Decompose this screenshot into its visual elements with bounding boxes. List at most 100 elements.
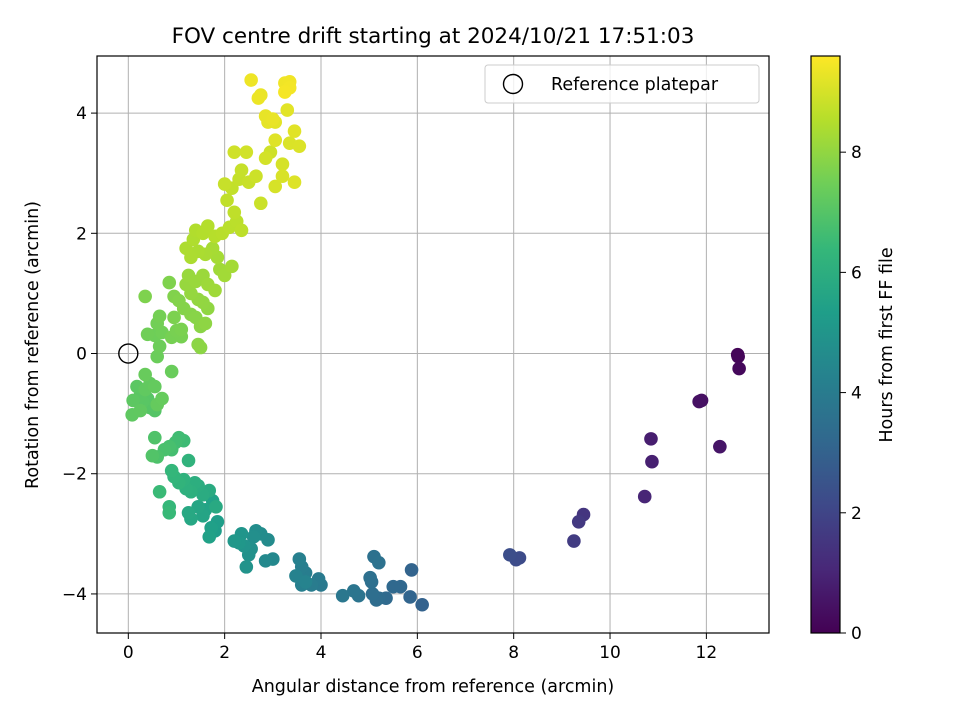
x-tick-label: 4 — [316, 643, 327, 663]
data-point — [249, 169, 263, 184]
data-point — [363, 570, 377, 585]
data-point — [202, 530, 217, 544]
data-point — [174, 322, 189, 337]
data-point — [268, 133, 283, 147]
data-point — [258, 554, 273, 568]
data-point — [287, 124, 302, 138]
data-point — [637, 489, 652, 504]
colorbar-tick-label: 4 — [851, 384, 862, 404]
data-point — [386, 579, 401, 594]
data-point — [217, 177, 232, 191]
data-point — [164, 463, 179, 478]
data-point — [138, 289, 152, 304]
chart-title: FOV centre drift starting at 2024/10/21 … — [172, 24, 695, 49]
data-point — [181, 505, 196, 520]
data-point — [227, 534, 242, 548]
data-point — [138, 367, 152, 382]
x-axis-label: Angular distance from reference (arcmin) — [252, 677, 615, 697]
y-tick-label: 2 — [76, 224, 87, 244]
data-point — [225, 259, 239, 274]
data-point — [148, 430, 162, 445]
data-point — [258, 151, 273, 165]
data-point — [287, 175, 302, 190]
data-point — [292, 552, 307, 566]
data-point — [133, 403, 148, 418]
data-point — [365, 587, 380, 601]
data-point — [220, 193, 234, 208]
data-point — [234, 163, 249, 177]
data-point — [209, 499, 223, 514]
data-point — [275, 169, 290, 184]
colorbar-ticks: 0 2 4 6 8 — [840, 143, 862, 644]
data-points — [125, 73, 746, 612]
data-point — [403, 590, 417, 604]
data-point — [208, 283, 222, 298]
data-point — [268, 179, 283, 194]
colorbar-frame — [810, 55, 841, 634]
y-ticks: −4 −2 0 2 4 — [62, 104, 97, 605]
x-tick-label: 10 — [599, 643, 621, 663]
x-tick-label: 8 — [508, 643, 519, 663]
data-point — [145, 448, 160, 463]
data-point — [200, 219, 215, 233]
data-point — [239, 145, 254, 159]
data-point — [415, 597, 429, 612]
y-tick-label: −2 — [62, 465, 87, 485]
legend-marker-icon — [502, 73, 524, 95]
plot-area-frame — [96, 55, 770, 634]
x-grid — [127, 56, 707, 633]
data-point — [181, 453, 196, 468]
data-point — [244, 73, 258, 87]
data-point — [126, 393, 140, 408]
data-point — [246, 530, 261, 544]
data-point — [503, 548, 517, 562]
x-tick-label: 6 — [412, 643, 423, 663]
reference-platepar-marker — [118, 343, 139, 364]
data-point — [571, 515, 586, 529]
data-point — [692, 394, 706, 409]
y-tick-label: 4 — [76, 104, 87, 124]
colorbar-gradient — [811, 56, 840, 633]
data-point — [162, 505, 177, 520]
data-point — [227, 145, 242, 159]
data-point — [152, 339, 167, 354]
y-tick-label: −4 — [62, 585, 87, 605]
data-point — [645, 454, 659, 469]
colorbar-tick-label: 6 — [851, 263, 862, 283]
data-point — [140, 327, 155, 342]
y-tick-label: 0 — [76, 345, 87, 365]
x-ticks: 0 2 4 6 8 10 12 — [123, 633, 717, 663]
data-point — [239, 560, 254, 574]
colorbar: 0 2 4 6 8 Hours from first FF file — [810, 55, 897, 644]
data-point — [198, 316, 213, 331]
data-point — [278, 85, 292, 99]
data-point — [372, 555, 386, 570]
data-point — [148, 379, 162, 394]
data-point — [275, 157, 290, 171]
colorbar-tick-label: 0 — [851, 624, 862, 644]
data-point — [644, 432, 658, 446]
data-point — [155, 391, 169, 406]
data-point — [150, 349, 165, 364]
data-point — [234, 223, 249, 238]
data-point — [162, 275, 177, 290]
x-tick-label: 0 — [123, 643, 134, 663]
legend-box — [484, 64, 760, 104]
data-point — [346, 584, 361, 598]
data-point — [404, 563, 419, 577]
y-axis-label: Rotation from reference (arcmin) — [23, 201, 43, 489]
data-point — [266, 112, 280, 126]
x-tick-label: 2 — [219, 643, 230, 663]
legend-label: Reference platepar — [551, 75, 719, 95]
colorbar-tick-label: 8 — [851, 143, 862, 163]
data-point — [193, 340, 208, 355]
x-tick-label: 12 — [696, 643, 718, 663]
colorbar-label: Hours from first FF file — [877, 247, 897, 442]
data-point — [280, 103, 295, 117]
legend: Reference platepar — [484, 64, 760, 104]
data-point — [298, 575, 313, 589]
data-point — [167, 310, 181, 325]
data-point — [567, 534, 581, 548]
reference-marker-group — [118, 343, 139, 364]
